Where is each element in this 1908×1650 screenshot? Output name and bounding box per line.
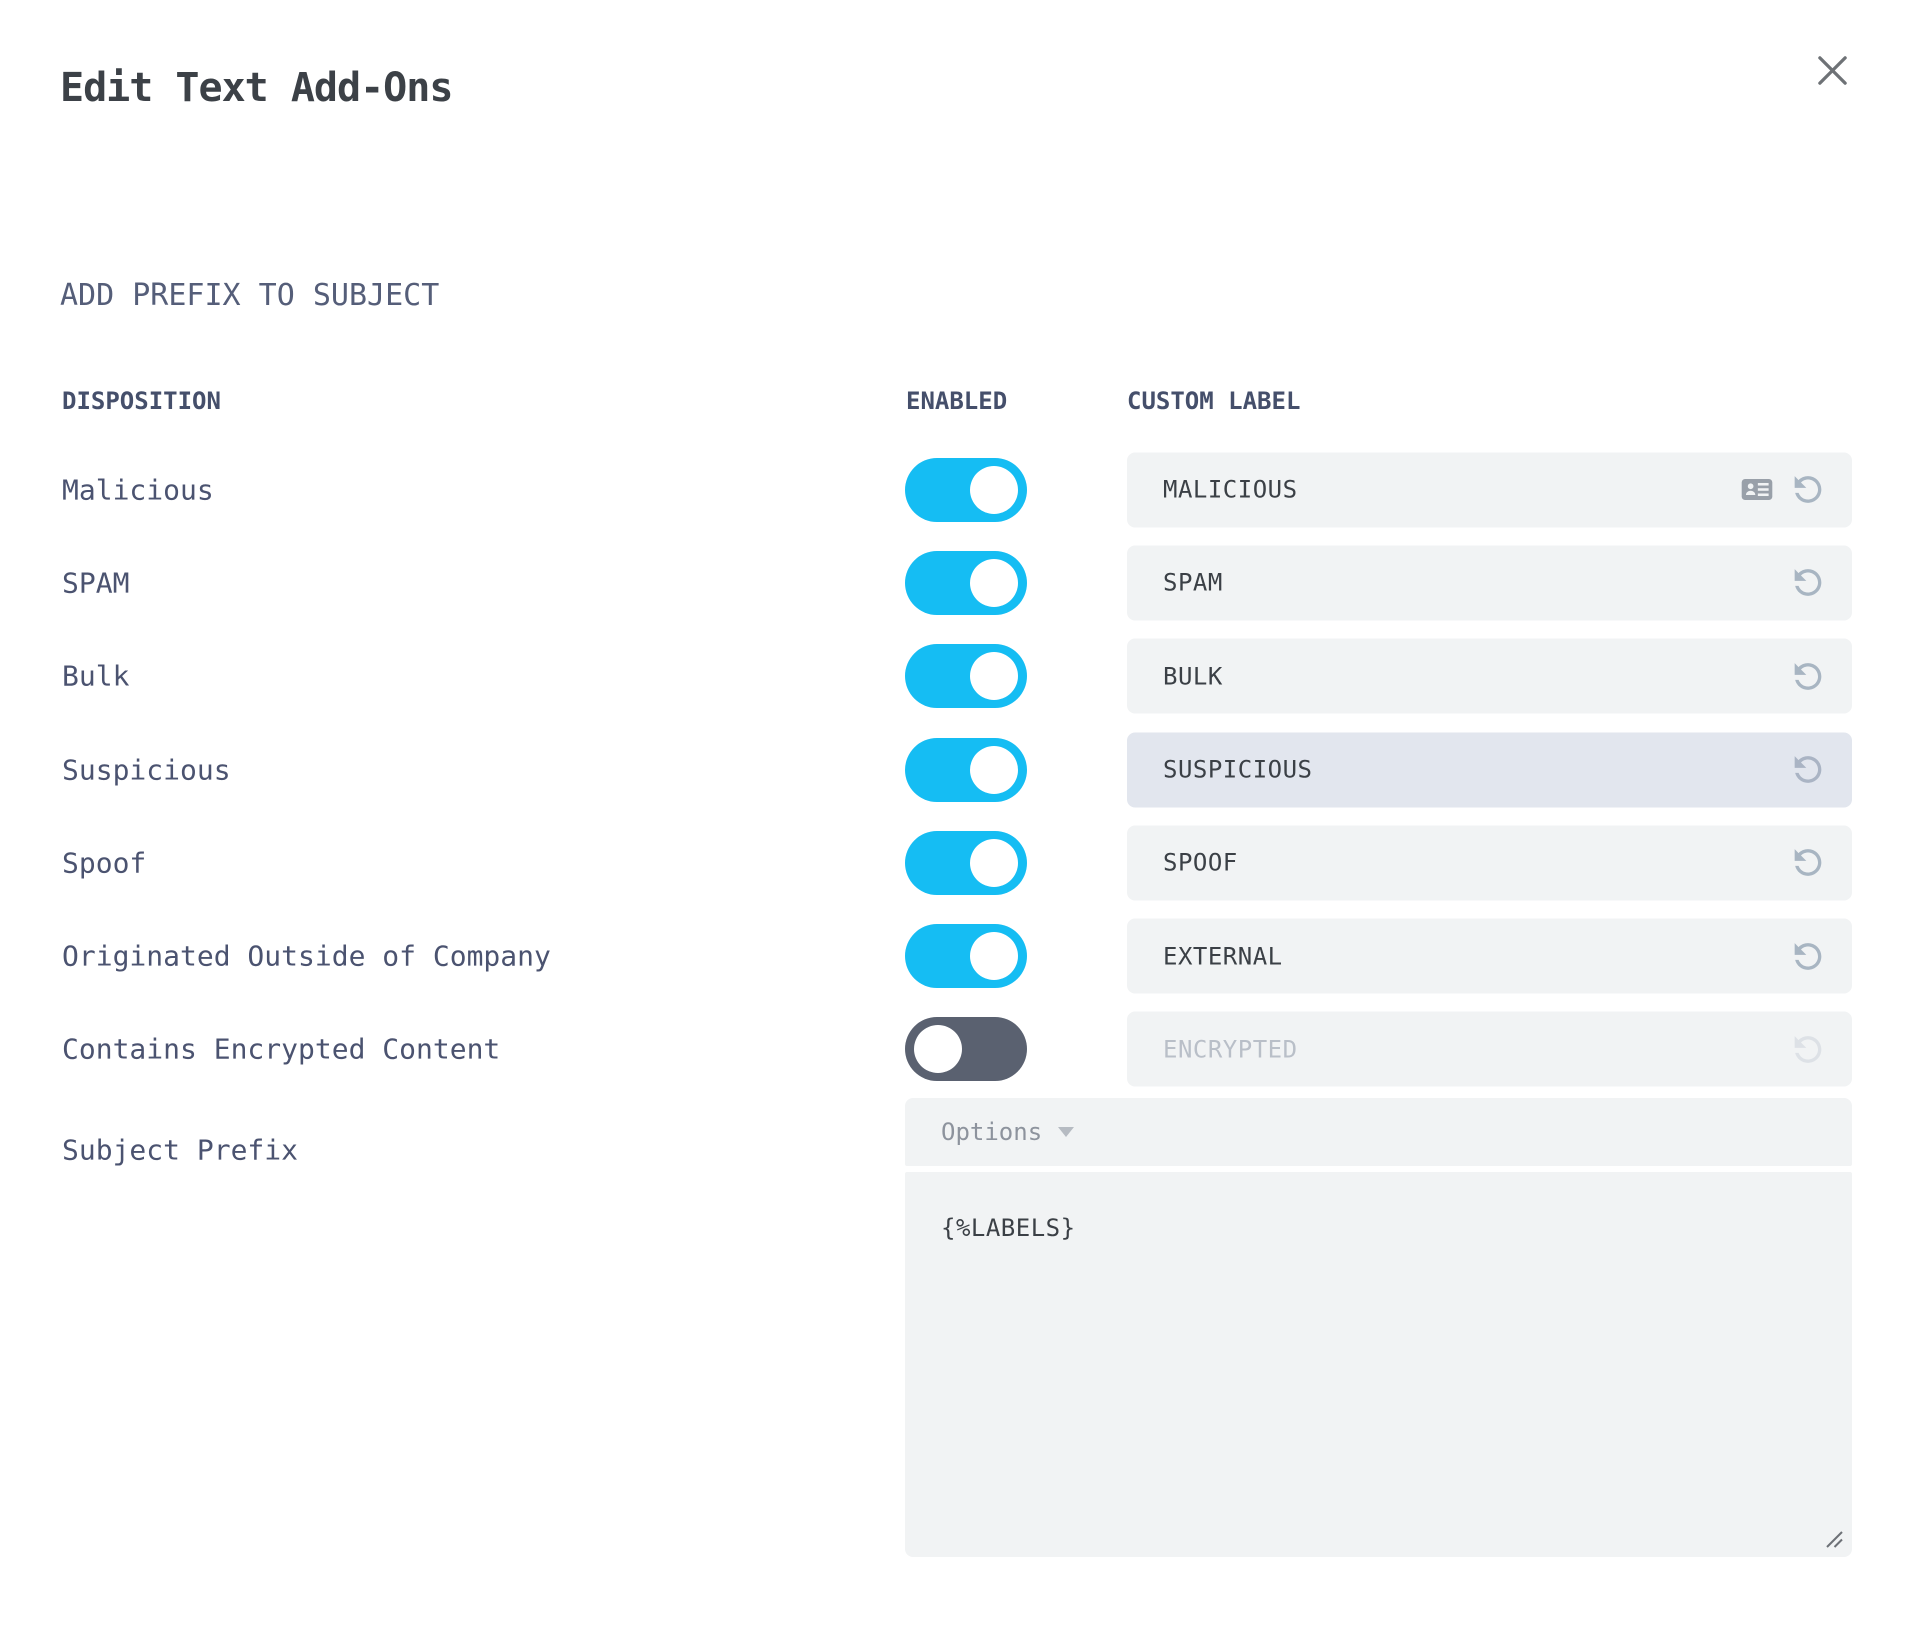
custom-label-field (1127, 452, 1852, 528)
subject-prefix-label: Subject Prefix (62, 1133, 299, 1167)
toggle-knob-icon (970, 558, 1018, 607)
custom-label-input[interactable] (1127, 1011, 1788, 1087)
toggle-knob-icon (970, 465, 1018, 514)
table-row-spam: SPAM (0, 536, 1908, 629)
chevron-down-icon (1058, 1127, 1075, 1137)
enabled-toggle[interactable] (905, 830, 1027, 895)
field-icons (1788, 563, 1852, 603)
field-icons (1788, 656, 1852, 696)
reset-undo-icon[interactable] (1788, 656, 1828, 696)
toggle-knob-icon (970, 838, 1018, 887)
column-header-enabled: ENABLED (906, 387, 1008, 415)
reset-undo-icon[interactable] (1788, 936, 1828, 976)
table-row-encrypted: Contains Encrypted Content (0, 1003, 1908, 1096)
custom-label-field (1127, 825, 1852, 901)
field-icons (1788, 843, 1852, 883)
custom-label-input[interactable] (1127, 638, 1788, 714)
table-row-suspicious: Suspicious (0, 723, 1908, 816)
enabled-toggle[interactable] (905, 644, 1027, 709)
toggle-knob-icon (914, 1025, 962, 1074)
options-dropdown-label: Options (941, 1118, 1043, 1146)
column-header-disposition: DISPOSITION (62, 387, 221, 415)
table-row-external: Originated Outside of Company (0, 909, 1908, 1002)
disposition-table: Malicious SPAM (0, 443, 1908, 1096)
disposition-label: Spoof (62, 846, 147, 880)
reset-undo-icon (1794, 1036, 1822, 1063)
column-header-custom-label: CUSTOM LABEL (1127, 387, 1301, 415)
enabled-toggle[interactable] (905, 924, 1027, 989)
close-icon (1817, 55, 1847, 85)
enabled-toggle[interactable] (905, 457, 1027, 522)
custom-label-input[interactable] (1127, 545, 1788, 621)
table-row-bulk: Bulk (0, 630, 1908, 723)
disposition-label: Contains Encrypted Content (62, 1032, 501, 1066)
table-row-malicious: Malicious (0, 443, 1908, 536)
custom-label-field (1127, 1011, 1852, 1087)
custom-label-field (1127, 918, 1852, 994)
page-title: Edit Text Add-Ons (60, 65, 453, 111)
field-icons (1788, 1029, 1852, 1069)
field-icons (1788, 750, 1852, 790)
enabled-toggle[interactable] (905, 1017, 1027, 1082)
disposition-label: Bulk (62, 659, 130, 693)
enabled-toggle[interactable] (905, 550, 1027, 615)
custom-label-input[interactable] (1127, 918, 1788, 994)
disposition-label: SPAM (62, 566, 130, 600)
dictionary-card-icon[interactable] (1740, 473, 1774, 507)
custom-label-input[interactable] (1127, 452, 1740, 528)
custom-label-input[interactable] (1127, 825, 1788, 901)
field-icons (1788, 936, 1852, 976)
options-dropdown[interactable]: Options (905, 1098, 1852, 1166)
section-heading: ADD PREFIX TO SUBJECT (60, 278, 440, 313)
disposition-label: Originated Outside of Company (62, 939, 551, 973)
table-row-spoof: Spoof (0, 816, 1908, 909)
toggle-knob-icon (970, 745, 1018, 794)
disposition-label: Suspicious (62, 753, 231, 787)
custom-label-field (1127, 732, 1852, 808)
custom-label-field (1127, 545, 1852, 621)
disposition-label: Malicious (62, 473, 214, 507)
reset-undo-icon[interactable] (1788, 563, 1828, 603)
toggle-knob-icon (970, 652, 1018, 701)
field-icons (1740, 470, 1852, 510)
enabled-toggle[interactable] (905, 737, 1027, 802)
reset-undo-icon[interactable] (1788, 470, 1828, 510)
reset-undo-icon[interactable] (1788, 843, 1828, 883)
custom-label-field (1127, 638, 1852, 714)
custom-label-input[interactable] (1127, 732, 1788, 808)
toggle-knob-icon (970, 932, 1018, 981)
subject-prefix-textarea[interactable]: {%LABELS} (905, 1172, 1852, 1557)
reset-undo-icon[interactable] (1788, 750, 1828, 790)
close-button[interactable] (1806, 44, 1858, 96)
